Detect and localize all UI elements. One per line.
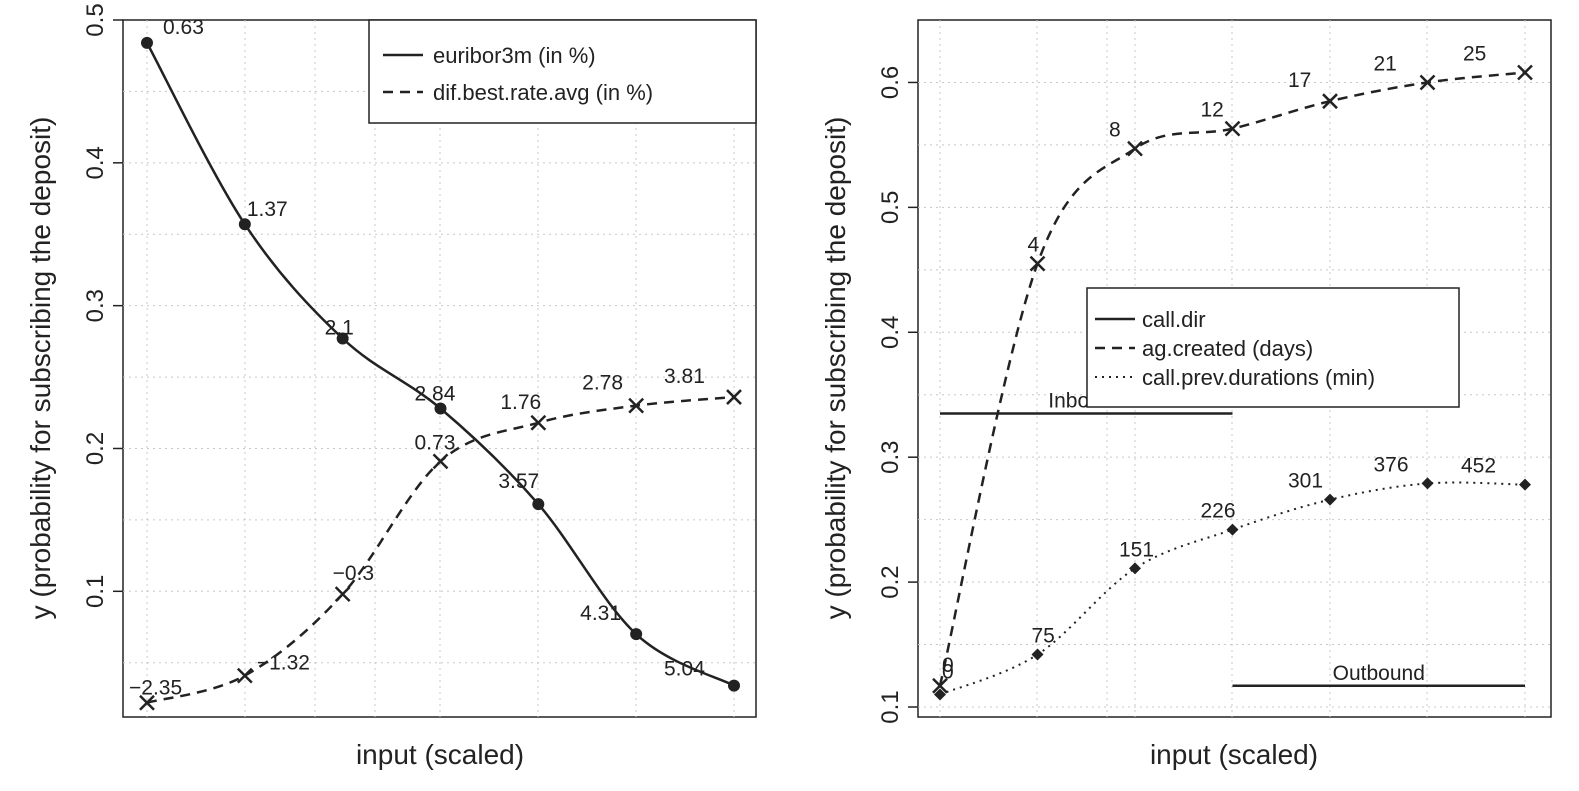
- right-ytick-label: 0.3: [877, 440, 904, 473]
- right-ytick-label: 0.5: [877, 191, 904, 224]
- right-legend: call.dir ag.created (days) call.prev.dur…: [1086, 287, 1460, 408]
- left-dif-best-rate-avg-point: [726, 389, 742, 405]
- left-dif-best-rate-avg-label: −2.35: [129, 677, 182, 700]
- right-ag-created-point: [1517, 64, 1533, 81]
- left-dif-best-rate-avg-point: [236, 667, 253, 684]
- left-legend: euribor3m (in %) dif.best.rate.avg (in %…: [368, 19, 757, 124]
- left-euribor3m-label: 2.1: [325, 317, 354, 340]
- right-call-prev-durations-label: 75: [1032, 625, 1055, 648]
- left-euribor3m-point: [336, 332, 349, 345]
- right-ytick-label: 0.2: [877, 565, 904, 598]
- right-ag-created-point: [1224, 120, 1241, 137]
- left-series-group: 0.63 1.37 2.1 2.84 3.57 4.31 5.04 −2.35 −1.32 −0.…: [129, 16, 742, 711]
- right-ag-created-label: 12: [1201, 99, 1224, 122]
- right-call-prev-durations-point: [1031, 648, 1044, 661]
- right-x-axis-title: input (scaled): [1150, 739, 1318, 770]
- left-dif-best-rate-avg-label: 0.73: [415, 431, 456, 454]
- right-call-prev-durations-point: [1324, 493, 1336, 506]
- right-y-axis-title: y (probability for subscribing the depos…: [820, 117, 851, 620]
- left-ytick-label: 0.3: [82, 289, 109, 322]
- left-dif-best-rate-avg-label: 1.76: [500, 391, 541, 414]
- right-ag-created-point: [1322, 93, 1338, 110]
- right-ag-created-label: 25: [1463, 42, 1486, 65]
- left-dif-best-rate-avg-label: −0.3: [333, 562, 374, 585]
- right-ag-created-label: 8: [1109, 119, 1121, 142]
- right-ag-created-label: 17: [1288, 69, 1311, 92]
- left-dif-best-rate-avg-label: −1.32: [257, 652, 310, 675]
- right-call-prev-durations-label: 151: [1119, 538, 1154, 561]
- left-euribor3m-label: 5.04: [664, 658, 705, 681]
- left-euribor3m-label: 1.37: [247, 198, 288, 221]
- right-panel: 0.1 0.2 0.3 0.4 0.5 0.6 input (scaled) y (pro…: [820, 19, 1552, 770]
- left-euribor3m-label: 2.84: [415, 382, 456, 405]
- left-dif-best-rate-avg-label: 3.81: [664, 365, 705, 388]
- right-call-prev-durations-point: [1129, 562, 1141, 575]
- left-dif-best-rate-avg-point: [432, 453, 449, 470]
- right-call-prev-durations-point: [1226, 523, 1239, 536]
- left-x-axis-title: input (scaled): [356, 739, 524, 770]
- right-call-prev-durations-label: 0: [942, 661, 954, 684]
- left-euribor3m-point: [141, 36, 153, 49]
- right-ytick-label: 0.4: [877, 316, 904, 349]
- right-legend-calldir: call.dir: [1142, 307, 1206, 332]
- right-legend-box: [1086, 287, 1460, 408]
- left-dif-best-rate-avg-point: [334, 586, 351, 603]
- left-ytick-label: 0.5: [82, 3, 109, 36]
- right-call-prev-durations-point: [1421, 477, 1434, 490]
- left-y-axis-title: y (probability for subscribing the depos…: [25, 117, 56, 620]
- left-euribor3m-point: [728, 679, 740, 692]
- left-ytick-label: 0.2: [82, 432, 109, 465]
- left-euribor3m-label: 0.63: [163, 16, 204, 39]
- right-ag-created-point: [932, 677, 948, 694]
- right-ytick-label: 0.1: [877, 690, 904, 723]
- left-dif-best-rate-avg-point: [628, 397, 645, 414]
- left-euribor3m-point: [238, 218, 251, 231]
- right-y-axis: 0.1 0.2 0.3 0.4 0.5 0.6: [877, 66, 918, 724]
- left-legend-euribor: euribor3m (in %): [433, 43, 596, 68]
- left-gridlines: [123, 20, 756, 717]
- left-euribor3m-line: [145, 42, 735, 687]
- right-ag-created-label: 21: [1374, 52, 1397, 75]
- right-ag-created-label: 4: [1028, 234, 1040, 257]
- left-euribor3m-label: 4.31: [580, 602, 621, 625]
- left-ytick-label: 0.4: [82, 146, 109, 179]
- left-dif-best-rate-avg-label: 2.78: [582, 372, 623, 395]
- right-ag-created-label: 0: [942, 654, 954, 677]
- left-legend-dif: dif.best.rate.avg (in %): [433, 80, 653, 105]
- right-legend-prevdur: call.prev.durations (min): [1142, 365, 1375, 390]
- left-euribor3m-point: [434, 402, 447, 415]
- left-euribor3m-label: 3.57: [498, 470, 539, 493]
- right-legend-agcreated: ag.created (days): [1142, 336, 1313, 361]
- right-plot-frame: [917, 19, 1552, 718]
- left-dif-best-rate-avg-point: [139, 694, 155, 711]
- right-call-prev-durations-label: 376: [1374, 453, 1409, 476]
- right-call-prev-durations-label: 301: [1288, 470, 1323, 493]
- left-legend-box: [368, 19, 757, 124]
- right-call-dir-segment-label: Outbound: [1333, 662, 1425, 685]
- right-ag-created-point: [1127, 140, 1143, 157]
- right-call-prev-durations-label: 226: [1201, 500, 1236, 523]
- left-y-axis: 0.1 0.2 0.3 0.4 0.5: [82, 3, 123, 608]
- left-dif-best-rate-avg-point: [530, 414, 547, 431]
- right-ag-created-point: [1029, 255, 1046, 272]
- left-ytick-label: 0.1: [82, 575, 109, 608]
- left-euribor3m-point: [532, 498, 545, 511]
- right-call-prev-durations-point: [1519, 478, 1531, 491]
- left-panel: 0.1 0.2 0.3 0.4 0.5 input (scaled) y (probab…: [25, 3, 757, 770]
- right-ag-created-line: [938, 71, 1526, 687]
- right-ytick-label: 0.6: [877, 66, 904, 99]
- right-call-prev-durations-point: [934, 688, 946, 701]
- left-euribor3m-point: [630, 628, 643, 641]
- right-call-prev-durations-label: 452: [1461, 455, 1496, 478]
- right-ag-created-point: [1419, 74, 1436, 91]
